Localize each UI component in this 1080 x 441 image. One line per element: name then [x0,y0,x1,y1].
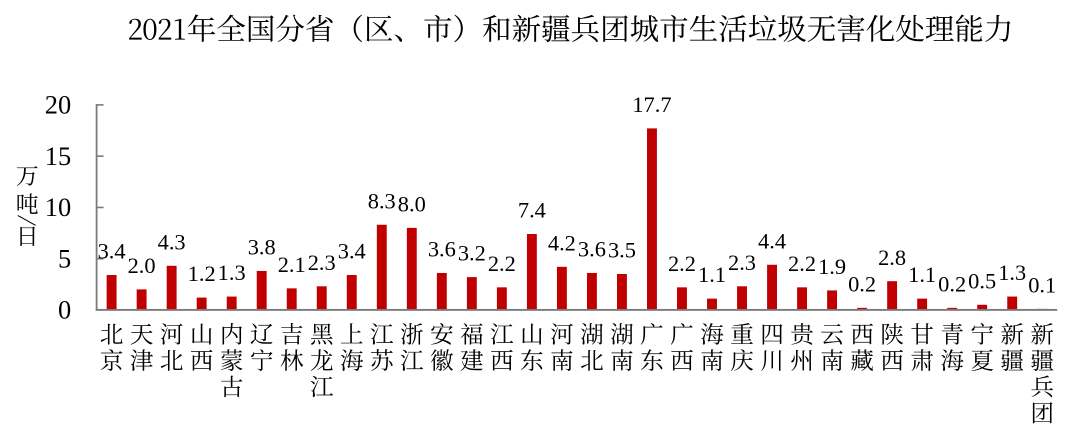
svg-text:4.2: 4.2 [548,230,576,255]
svg-text:2.0: 2.0 [128,253,156,278]
svg-text:2.2: 2.2 [788,251,816,276]
svg-text:3.5: 3.5 [608,238,636,263]
svg-text:0: 0 [58,295,71,325]
svg-text:2.3: 2.3 [728,250,756,275]
svg-text:2.8: 2.8 [878,245,906,270]
svg-text:5: 5 [58,243,71,273]
svg-text:4.3: 4.3 [158,229,186,254]
svg-text:2.2: 2.2 [668,251,696,276]
svg-text:0.2: 0.2 [848,271,876,296]
svg-text:2.1: 2.1 [278,252,306,277]
svg-text:0.1: 0.1 [1028,272,1056,297]
svg-text:3.8: 3.8 [248,235,276,260]
svg-text:3.2: 3.2 [458,241,486,266]
svg-text:1.1: 1.1 [698,262,726,287]
svg-text:4.4: 4.4 [758,228,786,253]
svg-text:2.3: 2.3 [308,250,336,275]
svg-text:0.5: 0.5 [968,268,996,293]
svg-text:1.2: 1.2 [188,261,216,286]
svg-text:3.6: 3.6 [578,237,606,262]
svg-text:1.9: 1.9 [818,254,846,279]
svg-text:7.4: 7.4 [518,198,546,223]
svg-text:1.3: 1.3 [998,260,1026,285]
svg-text:3.4: 3.4 [98,239,126,264]
svg-text:8.0: 8.0 [398,191,426,216]
svg-text:3.4: 3.4 [338,239,366,264]
svg-text:0.2: 0.2 [938,271,966,296]
svg-text:1.1: 1.1 [908,262,936,287]
svg-text:8.3: 8.3 [368,188,396,213]
svg-text:1.3: 1.3 [218,260,246,285]
svg-text:17.7: 17.7 [632,92,671,117]
svg-text:3.6: 3.6 [428,237,456,262]
svg-text:2.2: 2.2 [488,251,516,276]
svg-text:20: 20 [45,90,71,120]
svg-text:10: 10 [45,192,71,222]
svg-text:15: 15 [45,141,71,171]
